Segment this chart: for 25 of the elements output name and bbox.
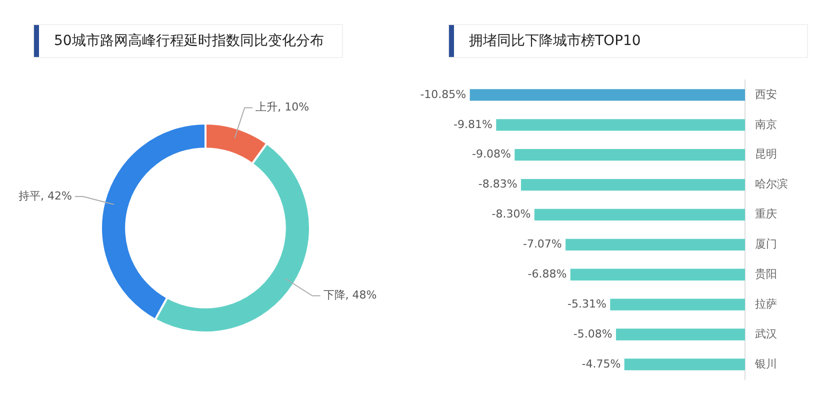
y-tick-label: 昆明: [755, 148, 777, 161]
data-label: -5.08%: [573, 327, 612, 340]
data-label: -4.75%: [582, 357, 621, 370]
y-tick-label: 西安: [755, 88, 777, 101]
y-tick-label: 南京: [755, 118, 777, 131]
data-label: -9.81%: [454, 118, 492, 131]
chart-title: 拥堵同比下降城市榜TOP10: [469, 32, 641, 50]
data-label: -7.07%: [522, 238, 562, 251]
y-tick-label: 拉萨: [755, 297, 777, 310]
y-tick-label: 银川: [754, 357, 777, 370]
data-label: -8.83%: [478, 178, 518, 191]
data-label: -5.31%: [568, 297, 606, 310]
slice-label: 下降, 48%: [323, 288, 377, 302]
data-label: -10.85%: [420, 88, 466, 101]
slice-label: 持平, 42%: [18, 189, 72, 202]
data-label: -8.30%: [492, 208, 531, 221]
y-tick-label: 贵阳: [755, 267, 777, 280]
y-tick-label: 武汉: [755, 327, 777, 340]
data-label: -6.88%: [528, 267, 567, 280]
y-tick-label: 哈尔滨: [755, 178, 788, 191]
y-tick-label: 重庆: [755, 208, 777, 221]
y-tick-label: 厦门: [755, 238, 777, 251]
chart-title: 50城市路网高峰行程延时指数同比变化分布: [54, 32, 324, 50]
data-label: -9.08%: [472, 148, 511, 161]
slice-label: 上升, 10%: [256, 100, 310, 114]
